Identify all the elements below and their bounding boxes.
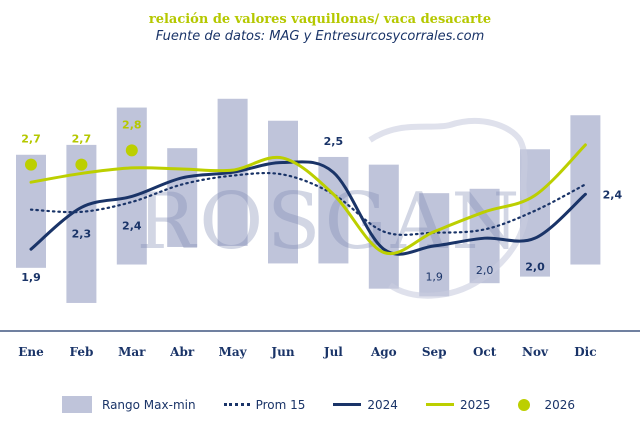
legend-2026: 2026 [518,398,575,412]
legend-prom15-label: Prom 15 [255,397,306,412]
data-label: 2,5 [324,135,344,148]
legend-range-swatch [62,396,92,413]
line-2025 [29,143,587,256]
x-tick-label: Jul [323,345,343,359]
x-tick-label: Sep [422,345,447,359]
data-label: 2,4 [122,219,142,232]
x-tick-label: Mar [118,345,146,359]
legend-2025: 2025 [425,397,491,412]
line-2024 [29,160,587,256]
chart-title: relación de valores vaquillonas/ vaca de… [148,12,492,27]
point-2026-mar [125,144,138,157]
legend-prom15: Prom 15 [223,397,306,412]
range-bar-jul [318,156,349,264]
data-label: 2,7 [21,133,41,146]
line-prom-15 [29,171,587,236]
data-label: 2,4 [603,188,623,201]
legend-2024-swatch [333,403,362,406]
legend-2024: 2024 [333,398,398,412]
legend: Rango Max-min Prom 15 2024 2025 2026 [62,396,603,413]
range-bar-dic [570,115,601,265]
legend-range: Rango Max-min [62,396,196,413]
x-tick-label: Ene [18,345,44,359]
x-tick-label: Jun [270,345,294,359]
data-label: 2,0 [525,261,545,274]
watermark-cow-icon [368,117,529,299]
legend-2026-label: 2026 [544,397,576,412]
x-tick-label: Nov [522,345,549,359]
range-bar-jun [268,120,298,264]
legend-2024-label: 2024 [367,397,398,412]
legend-prom15-swatch [223,403,250,406]
data-label: 1,9 [21,271,41,284]
x-tick-label: Oct [473,345,497,359]
chart-subtitle: Fuente de datos: MAG y Entresurcosycorra… [155,29,485,44]
legend-range-label: Rango Max-min [102,397,196,412]
legend-2025-label: 2025 [459,397,491,412]
data-label: 2,3 [72,227,92,240]
range-bar-mar [116,107,147,265]
x-tick-label: May [219,345,248,359]
data-label: 2,0 [476,264,494,277]
legend-2026-swatch [518,398,531,411]
x-tick-label: Abr [169,345,195,359]
data-label: 1,9 [425,270,443,283]
range-bar-abr [167,148,198,247]
point-2026-feb [75,158,88,171]
point-2026-ene [25,158,37,171]
data-label: 2,8 [122,118,142,131]
x-tick-label: Dic [574,345,596,359]
data-label: 2,7 [72,133,92,146]
legend-2025-swatch [425,403,454,406]
x-tick-label: Ago [370,345,397,359]
x-tick-label: Feb [69,345,93,359]
